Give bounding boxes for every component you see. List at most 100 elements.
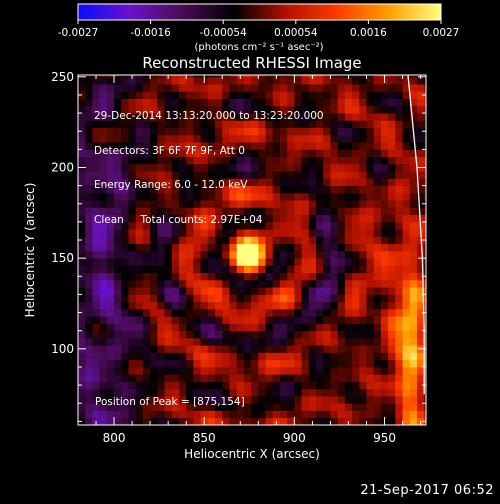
heatmap-cell: [294, 185, 302, 194]
heatmap-cell: [229, 279, 238, 288]
heatmap-cell: [373, 84, 382, 92]
heatmap-cell: [186, 366, 194, 375]
heatmap-cell: [85, 301, 93, 310]
heatmap-cell: [359, 265, 367, 274]
heatmap-cell: [222, 149, 230, 158]
heatmap-cell: [337, 323, 346, 332]
heatmap-cell: [352, 105, 360, 114]
heatmap-cell: [388, 98, 396, 107]
heatmap-cell: [402, 171, 411, 179]
heatmap-cell: [308, 105, 317, 114]
heatmap-cell: [279, 149, 288, 158]
heatmap-cell: [424, 192, 426, 201]
heatmap-cell: [366, 330, 375, 339]
heatmap-cell: [142, 207, 151, 216]
heatmap-cell: [85, 127, 93, 136]
heatmap-cell: [215, 149, 223, 158]
heatmap-cell: [388, 417, 396, 425]
heatmap-cell: [337, 127, 346, 136]
heatmap-cell: [380, 84, 389, 92]
heatmap-cell: [78, 265, 86, 274]
heatmap-cell: [215, 98, 223, 107]
heatmap-cell: [395, 236, 403, 245]
heatmap-cell: [236, 171, 245, 179]
heatmap-cell: [388, 207, 396, 216]
heatmap-cell: [99, 403, 108, 411]
heatmap-cell: [265, 330, 274, 339]
heatmap-cell: [236, 84, 245, 92]
heatmap-cell: [251, 403, 259, 411]
heatmap-cell: [92, 395, 101, 404]
heatmap-cell: [200, 323, 209, 332]
heatmap-cell: [222, 236, 230, 245]
heatmap-cell: [193, 403, 202, 411]
heatmap-cell: [395, 214, 403, 223]
heatmap-cell: [243, 258, 252, 266]
heatmap-cell: [287, 142, 295, 150]
heatmap-cell: [121, 258, 129, 266]
heatmap-cell: [380, 134, 389, 143]
heatmap-cell: [128, 91, 137, 99]
heatmap-cell: [308, 294, 317, 303]
heatmap-cell: [106, 301, 115, 310]
heatmap-cell: [106, 105, 115, 114]
heatmap-cell: [99, 279, 108, 288]
heatmap-cell: [207, 171, 216, 179]
heatmap-cell: [251, 250, 259, 259]
heatmap-cell: [294, 366, 302, 375]
heatmap-cell: [121, 345, 129, 353]
heatmap-cell: [135, 243, 144, 252]
heatmap-cell: [380, 352, 389, 361]
heatmap-cell: [85, 337, 93, 346]
heatmap-cell: [416, 381, 425, 390]
heatmap-cell: [330, 243, 339, 252]
heatmap-cell: [279, 250, 288, 259]
heatmap-cell: [402, 279, 411, 288]
heatmap-cell: [352, 91, 360, 99]
heatmap-cell: [402, 229, 411, 237]
heatmap-cell: [395, 359, 403, 368]
heatmap-cell: [215, 214, 223, 223]
heatmap-cell: [236, 120, 245, 128]
heatmap-cell: [186, 75, 194, 78]
heatmap-cell: [200, 163, 209, 172]
heatmap-cell: [287, 279, 295, 288]
heatmap-cell: [243, 374, 252, 382]
heatmap-cell: [121, 113, 129, 121]
heatmap-cell: [265, 316, 274, 324]
heatmap-cell: [402, 301, 411, 310]
heatmap-cell: [222, 120, 230, 128]
heatmap-cell: [114, 417, 122, 425]
heatmap-cell: [265, 142, 274, 150]
heatmap-cell: [99, 359, 108, 368]
heatmap-cell: [251, 381, 259, 390]
heatmap-cell: [121, 236, 129, 245]
heatmap-cell: [366, 163, 375, 172]
heatmap-cell: [243, 120, 252, 128]
heatmap-cell: [229, 330, 238, 339]
heatmap-cell: [251, 374, 259, 382]
heatmap-cell: [373, 105, 382, 114]
heatmap-cell: [272, 98, 281, 107]
heatmap-cell: [279, 98, 288, 107]
heatmap-cell: [301, 171, 310, 179]
heatmap-cell: [359, 171, 367, 179]
heatmap-cell: [272, 156, 281, 165]
heatmap-cell: [157, 98, 165, 107]
heatmap-cell: [323, 127, 331, 136]
heatmap-cell: [373, 76, 382, 85]
heatmap-cell: [236, 366, 245, 375]
heatmap-cell: [92, 359, 101, 368]
heatmap-cell: [178, 134, 187, 143]
heatmap-cell: [178, 388, 187, 397]
heatmap-cell: [78, 171, 86, 179]
heatmap-cell: [207, 105, 216, 114]
heatmap-cell: [193, 410, 202, 419]
heatmap-cell: [294, 330, 302, 339]
heatmap-cell: [316, 149, 324, 158]
heatmap-cell: [78, 221, 86, 230]
heatmap-cell: [157, 84, 165, 92]
heatmap-cell: [251, 272, 259, 281]
heatmap-cell: [128, 105, 137, 114]
heatmap-cell: [200, 134, 209, 143]
